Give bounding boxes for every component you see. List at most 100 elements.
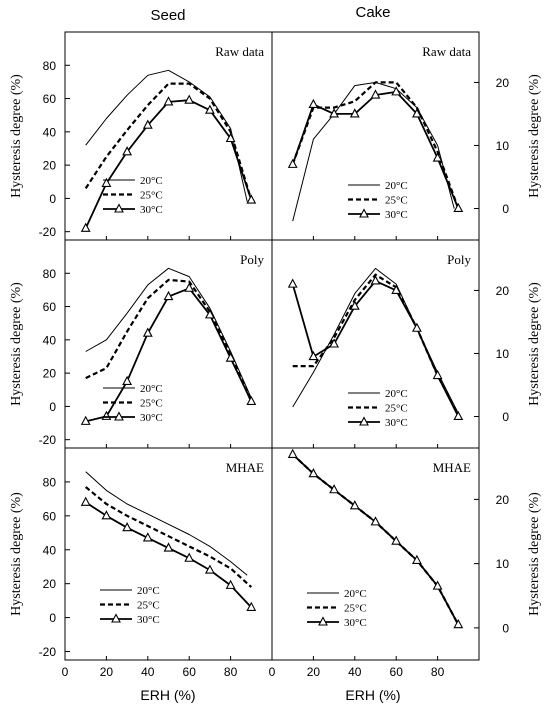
legend-label: 25°C: [344, 603, 367, 615]
data-point-marker: [391, 86, 402, 96]
legend-label: 20°C: [137, 585, 160, 597]
legend-label: 30°C: [344, 617, 367, 629]
data-point-marker: [184, 94, 195, 104]
x-tick-label: 40: [141, 665, 155, 679]
series-30-c: [287, 86, 464, 213]
data-point-marker: [122, 146, 133, 156]
data-point-marker: [225, 352, 236, 362]
y-tick-label: 20: [496, 284, 510, 298]
legend-marker: [359, 416, 369, 426]
legend-label: 30°C: [140, 204, 163, 216]
series-30-c: [80, 496, 257, 611]
panel-label: Poly: [447, 252, 471, 267]
panel-label: MHAE: [226, 460, 264, 475]
legend-label: 30°C: [385, 417, 408, 429]
legend-marker: [114, 203, 124, 213]
legend-label: 25°C: [140, 190, 163, 202]
data-point-marker: [246, 194, 257, 204]
data-point-marker: [246, 601, 257, 611]
data-point-marker: [80, 222, 91, 232]
data-point-marker: [411, 108, 422, 118]
legend-label: 20°C: [385, 388, 408, 400]
data-point-marker: [163, 542, 174, 552]
series-30-c: [287, 448, 464, 629]
column-title-seed: Seed: [150, 7, 185, 24]
y-tick-label: -20: [39, 433, 57, 447]
data-point-marker: [163, 96, 174, 106]
series-25-c: [85, 486, 253, 588]
series-20-c: [85, 471, 248, 576]
y-tick-label: 0: [502, 621, 509, 635]
legend-label: 25°C: [137, 600, 160, 612]
data-point-marker: [225, 132, 236, 143]
legend-label: 30°C: [385, 209, 408, 221]
data-point-marker: [142, 532, 153, 542]
x-tick-label: 80: [431, 665, 445, 679]
data-point-marker: [329, 108, 340, 118]
legend: 20°C 25°C 30°C: [307, 588, 367, 629]
series-line: [84, 82, 253, 201]
series-20-c: [85, 69, 248, 202]
legend-marker: [111, 613, 121, 623]
legend-marker: [114, 411, 124, 421]
y-axis-label: Hysteresis degree (%): [9, 492, 24, 616]
data-point-marker: [432, 580, 443, 590]
series-30-c: [287, 275, 464, 421]
x-axis-label-cake: ERH (%): [345, 687, 400, 703]
y-tick-label: -20: [39, 645, 57, 659]
data-point-marker: [370, 275, 381, 285]
y-tick-label: 0: [502, 202, 509, 216]
y-tick-label: 20: [43, 159, 57, 173]
legend-label: 20°C: [344, 588, 367, 600]
data-point-marker: [349, 300, 360, 310]
y-tick-label: 60: [43, 300, 57, 314]
data-point-marker: [349, 500, 360, 510]
series-line: [85, 69, 248, 202]
legend-label: 25°C: [140, 398, 163, 410]
legend: 20°C 25°C 30°C: [103, 383, 163, 424]
y-tick-label: 40: [43, 333, 57, 347]
data-point-marker: [308, 468, 319, 478]
legend: 20°C 25°C 30°C: [100, 585, 160, 626]
y-tick-label: 0: [49, 400, 56, 414]
data-point-marker: [411, 554, 422, 564]
y-tick-label: 20: [43, 577, 57, 591]
series-line: [85, 267, 252, 399]
series-line: [85, 278, 253, 402]
data-point-marker: [101, 510, 112, 520]
y-tick-label: 80: [43, 475, 57, 489]
data-point-marker: [184, 282, 195, 292]
y-tick-label: 20: [496, 76, 510, 90]
data-point-marker: [432, 369, 443, 380]
data-point-marker: [308, 350, 319, 361]
x-tick-label: 0: [62, 665, 69, 679]
y-axis-label: Hysteresis degree (%): [527, 492, 542, 616]
y-axis-label: Hysteresis degree (%): [527, 74, 542, 198]
panels-group: Raw data -20 0 20 40 60 80 Hysteresis degree (%…: [9, 31, 542, 679]
data-point-marker: [204, 104, 215, 114]
data-point-marker: [411, 322, 422, 332]
data-point-marker: [453, 618, 464, 629]
y-tick-label: 20: [496, 493, 510, 507]
panel-label: Raw data: [215, 44, 264, 59]
data-point-marker: [287, 158, 298, 168]
legend-label: 30°C: [137, 614, 160, 626]
legend: 20°C 25°C 30°C: [103, 175, 163, 216]
y-tick-label: 0: [502, 410, 509, 424]
data-point-marker: [329, 484, 340, 494]
panel-cake-poly: Poly 0 10 20 Hysteresis degree (%) 20°C 25°C 30…: [271, 239, 542, 449]
data-point-marker: [142, 119, 153, 129]
y-tick-label: 40: [43, 543, 57, 557]
panel-seed-raw-data: Raw data -20 0 20 40 60 80 Hysteresis degree (%…: [9, 31, 273, 241]
legend-label: 20°C: [385, 180, 408, 192]
series-25-c: [84, 82, 253, 201]
legend-label: 25°C: [385, 403, 408, 415]
plot-frame: [271, 447, 480, 661]
legend-label: 20°C: [140, 175, 163, 187]
data-point-marker: [391, 284, 402, 294]
y-tick-label: 10: [496, 139, 510, 153]
y-tick-label: 10: [496, 347, 510, 361]
panel-label: MHAE: [433, 460, 471, 475]
